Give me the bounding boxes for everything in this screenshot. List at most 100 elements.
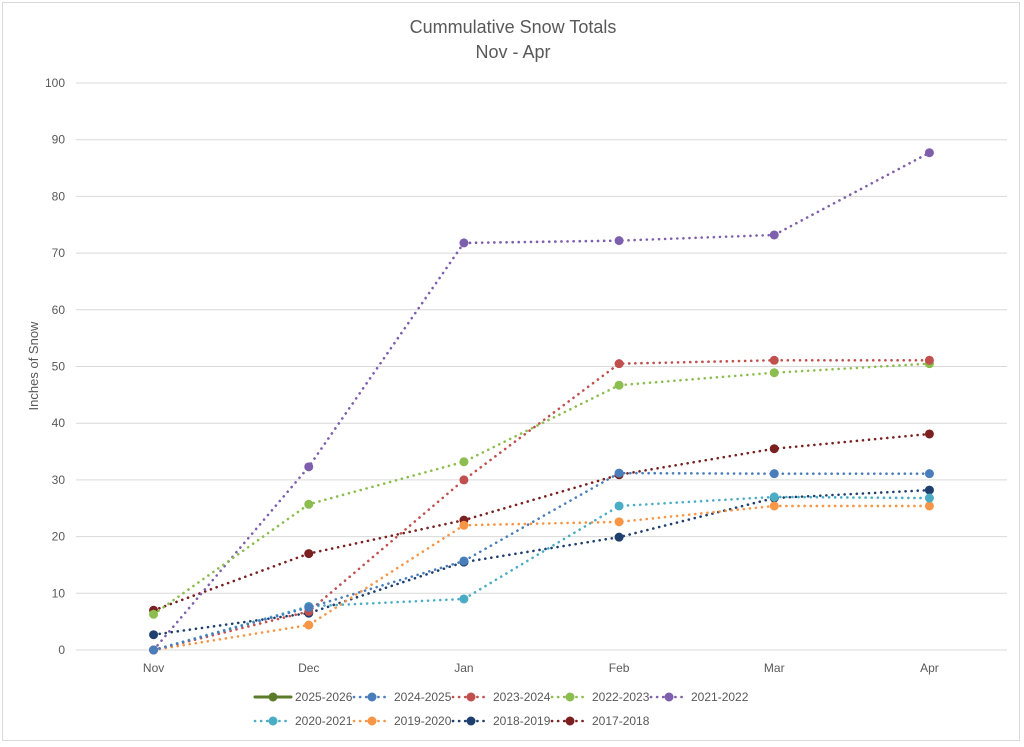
legend-item: 2023-2024 <box>451 690 551 704</box>
x-tick-label: Apr <box>920 661 939 675</box>
legend-item: 2025-2026 <box>253 690 353 704</box>
data-point <box>769 368 779 378</box>
legend-label: 2024-2025 <box>394 690 452 704</box>
data-point <box>924 501 934 511</box>
x-tick-label: Dec <box>298 661 319 675</box>
x-tick-label: Feb <box>609 661 630 675</box>
legend-marker <box>565 692 575 702</box>
series-2021-2022 <box>149 148 934 655</box>
data-point <box>769 492 779 502</box>
data-point <box>614 532 624 542</box>
series-line <box>152 488 931 636</box>
legend-marker <box>367 716 377 726</box>
legend-marker <box>664 692 674 702</box>
x-tick-label: Mar <box>764 661 785 675</box>
y-tick-label: 10 <box>52 586 66 600</box>
series-2024-2025 <box>149 468 934 655</box>
data-point <box>614 501 624 511</box>
y-tick-label: 20 <box>52 530 66 544</box>
legend-label: 2023-2024 <box>493 690 551 704</box>
y-tick-label: 60 <box>52 303 66 317</box>
data-point <box>924 355 934 365</box>
data-point <box>459 457 469 467</box>
y-axis-ticks: 0 10 20 30 40 50 60 70 80 90 100 <box>45 76 65 657</box>
data-point <box>614 359 624 369</box>
data-point <box>459 594 469 604</box>
data-point <box>614 380 624 390</box>
legend-label: 2019-2020 <box>394 714 452 728</box>
y-tick-label: 0 <box>58 643 65 657</box>
legend-marker <box>268 692 278 702</box>
series-line <box>152 362 931 616</box>
data-point <box>769 501 779 511</box>
series-line <box>152 504 931 652</box>
data-point <box>924 485 934 495</box>
y-axis-label: Inches of Snow <box>26 321 41 410</box>
data-point <box>614 236 624 246</box>
legend-item: 2020-2021 <box>253 714 353 728</box>
data-point <box>459 238 469 248</box>
legend-marker <box>466 716 476 726</box>
data-point <box>304 462 314 472</box>
legend-label: 2022-2023 <box>592 690 650 704</box>
legend-marker <box>367 692 377 702</box>
series-line <box>152 495 931 652</box>
legend-item: 2022-2023 <box>550 690 650 704</box>
y-tick-label: 40 <box>52 416 66 430</box>
legend-label: 2025-2026 <box>295 690 353 704</box>
data-point <box>769 230 779 240</box>
x-tick-label: Nov <box>143 661 164 675</box>
series-line <box>152 432 931 612</box>
legend-label: 2021-2022 <box>691 690 749 704</box>
chart-title: Cummulative Snow Totals <box>410 17 617 37</box>
data-point <box>769 469 779 479</box>
x-axis-ticks: Nov Dec Jan Feb Mar Apr <box>143 661 939 675</box>
series-line <box>152 471 931 652</box>
y-tick-label: 90 <box>52 133 66 147</box>
data-point <box>924 148 934 158</box>
y-tick-label: 100 <box>45 76 65 90</box>
legend-item: 2018-2019 <box>451 714 551 728</box>
series-2022-2023 <box>149 359 934 619</box>
legend-label: 2020-2021 <box>295 714 353 728</box>
legend-item: 2017-2018 <box>550 714 650 728</box>
line-chart: Cummulative Snow Totals Nov - Apr Inches… <box>26 17 1007 728</box>
data-point <box>459 520 469 530</box>
data-point <box>149 609 159 619</box>
data-point <box>924 469 934 479</box>
data-point <box>149 630 159 640</box>
data-point <box>614 517 624 527</box>
y-tick-label: 50 <box>52 360 66 374</box>
series-line <box>152 151 931 652</box>
legend-label: 2018-2019 <box>493 714 551 728</box>
data-point <box>459 475 469 485</box>
data-point <box>614 468 624 478</box>
y-tick-label: 30 <box>52 473 66 487</box>
series-line <box>152 358 931 652</box>
legend-item: 2019-2020 <box>352 714 452 728</box>
chart-subtitle: Nov - Apr <box>475 42 550 62</box>
legend-item: 2024-2025 <box>352 690 452 704</box>
legend-marker <box>268 716 278 726</box>
data-point <box>924 429 934 439</box>
y-tick-label: 70 <box>52 246 66 260</box>
legend-marker <box>466 692 476 702</box>
legend-item: 2021-2022 <box>649 690 749 704</box>
legend-marker <box>565 716 575 726</box>
gridlines <box>76 82 1007 651</box>
data-point <box>149 645 159 655</box>
data-point <box>924 493 934 503</box>
legend: 2025-2026 2024-2025 2023-2024 2022-2023 2021… <box>253 690 749 728</box>
data-point <box>304 620 314 630</box>
data-point <box>769 355 779 365</box>
series-2017-2018 <box>149 429 934 615</box>
data-point <box>459 556 469 566</box>
series-2018-2019 <box>149 485 934 640</box>
x-tick-label: Jan <box>454 661 473 675</box>
series-2019-2020 <box>149 501 934 655</box>
data-point <box>304 602 314 612</box>
data-point <box>304 499 314 509</box>
data-point <box>304 549 314 559</box>
legend-label: 2017-2018 <box>592 714 650 728</box>
